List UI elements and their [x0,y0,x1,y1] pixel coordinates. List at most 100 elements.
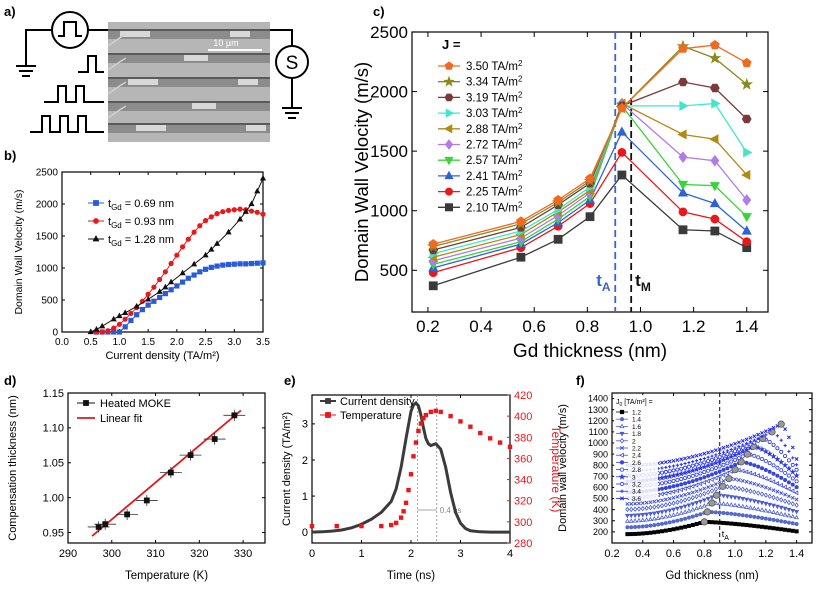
data-point-f [671,464,676,468]
data-point-f [728,495,734,500]
y-tick-label-f: 300 [593,516,608,526]
data-point-c [678,225,688,235]
legend-marker-f [620,489,624,493]
data-point-f [690,522,695,527]
domain-bright [128,79,158,85]
series-line-c [433,44,748,245]
data-point-c [741,225,752,235]
data-point-c [553,234,563,244]
nanowire-edge [108,77,270,79]
chart-f: 0.2 0.4 0.6 0.8 1.0 1.2 1.42003004005006007008… [557,392,813,582]
data-point-c [710,154,720,167]
data-point-f [633,531,638,536]
data-point-f [698,487,703,492]
panel-b-label: b) [4,148,16,163]
data-point-f [731,451,739,458]
data-point-f [686,515,691,520]
data-point-f [775,465,780,470]
data-point-b [220,209,226,215]
data-point-f [767,439,772,444]
data-point-b [105,328,111,334]
current-line-e [312,400,510,534]
y-tick-label-c: 1500 [370,142,408,161]
data-point-f [663,480,669,485]
data-point-f [725,449,729,453]
data-point-f [687,460,691,465]
data-point-f [702,475,707,480]
data-point-f [771,463,776,468]
x-tick-label-d: 300 [103,548,121,560]
data-point-b [134,312,140,318]
data-point-f [767,486,772,491]
data-point-c [617,147,627,157]
data-point-f [717,447,722,451]
data-point-c [516,216,526,226]
temperature-point-e [458,419,463,424]
data-point-f [656,499,661,503]
data-point-b [214,211,220,217]
data-point-f [743,469,749,475]
data-point-f [725,444,730,449]
data-point-f [670,489,676,495]
legend-marker-f [619,423,625,429]
data-point-f [640,524,645,529]
data-point-f [659,481,665,486]
data-point-f [710,483,714,488]
data-point-f [713,482,718,487]
data-point-f [790,508,796,514]
y2-tick-label-e: 360 [514,453,532,465]
y-tick-label-e: 0 [302,527,308,539]
data-point-f [755,506,761,511]
data-point-f [706,489,711,496]
data-point-f [713,520,718,525]
data-point-f [752,523,757,528]
data-point-f [767,493,772,500]
legend-marker-c [444,139,454,150]
y-tick-label-f: 1200 [588,416,608,426]
y-tick-label-f: 800 [593,460,608,470]
data-point-f [756,490,761,496]
data-point-f [756,436,760,440]
data-point-f [702,470,707,475]
data-point-f [736,485,742,492]
data-point-f [693,482,699,488]
data-point-f [640,513,646,518]
data-point-f [783,492,788,497]
nanowire [108,101,270,111]
data-point-b [156,288,163,294]
data-point-f [716,458,723,465]
data-point-f [679,493,684,498]
data-point-f [640,505,645,512]
x-axis-label-d: Temperature (K) [125,570,208,582]
data-point-d [187,452,194,458]
y-axis-label-b: Domain Wall Velocity (m/s) [13,189,25,314]
x-tick-label-c: 0.8 [576,317,600,336]
data-point-f [740,496,746,502]
plot-frame-b [61,171,264,333]
data-point-c [585,173,595,183]
x-tick-label-b: 2.0 [170,337,184,348]
data-point-f [659,510,665,515]
chart-c: 0.2 0.4 0.6 0.8 1.0 1.2 1.4 500 1000 1500 2000 2500… [351,23,769,362]
peak-marker-f [713,491,721,499]
data-point-f [778,511,784,516]
data-point-c [709,182,720,192]
data-point-f [718,451,722,456]
data-point-f [667,496,672,501]
panel-a-schematic: 10 µm S [16,11,309,142]
data-point-f [659,502,665,509]
y-tick-label-e: 3 [302,419,308,431]
data-point-c [678,207,688,217]
data-point-f [740,454,745,459]
data-point-f [748,488,753,494]
x-tick-label-c: 1.2 [682,317,706,336]
series-line-b [90,178,263,332]
data-point-f [794,457,799,461]
legend-marker-f [619,431,625,437]
data-point-f [671,512,676,517]
data-point-f [702,460,707,465]
data-point-f [660,498,664,503]
data-point-b [231,261,237,267]
data-point-b [168,287,174,293]
data-point-f [740,503,746,509]
